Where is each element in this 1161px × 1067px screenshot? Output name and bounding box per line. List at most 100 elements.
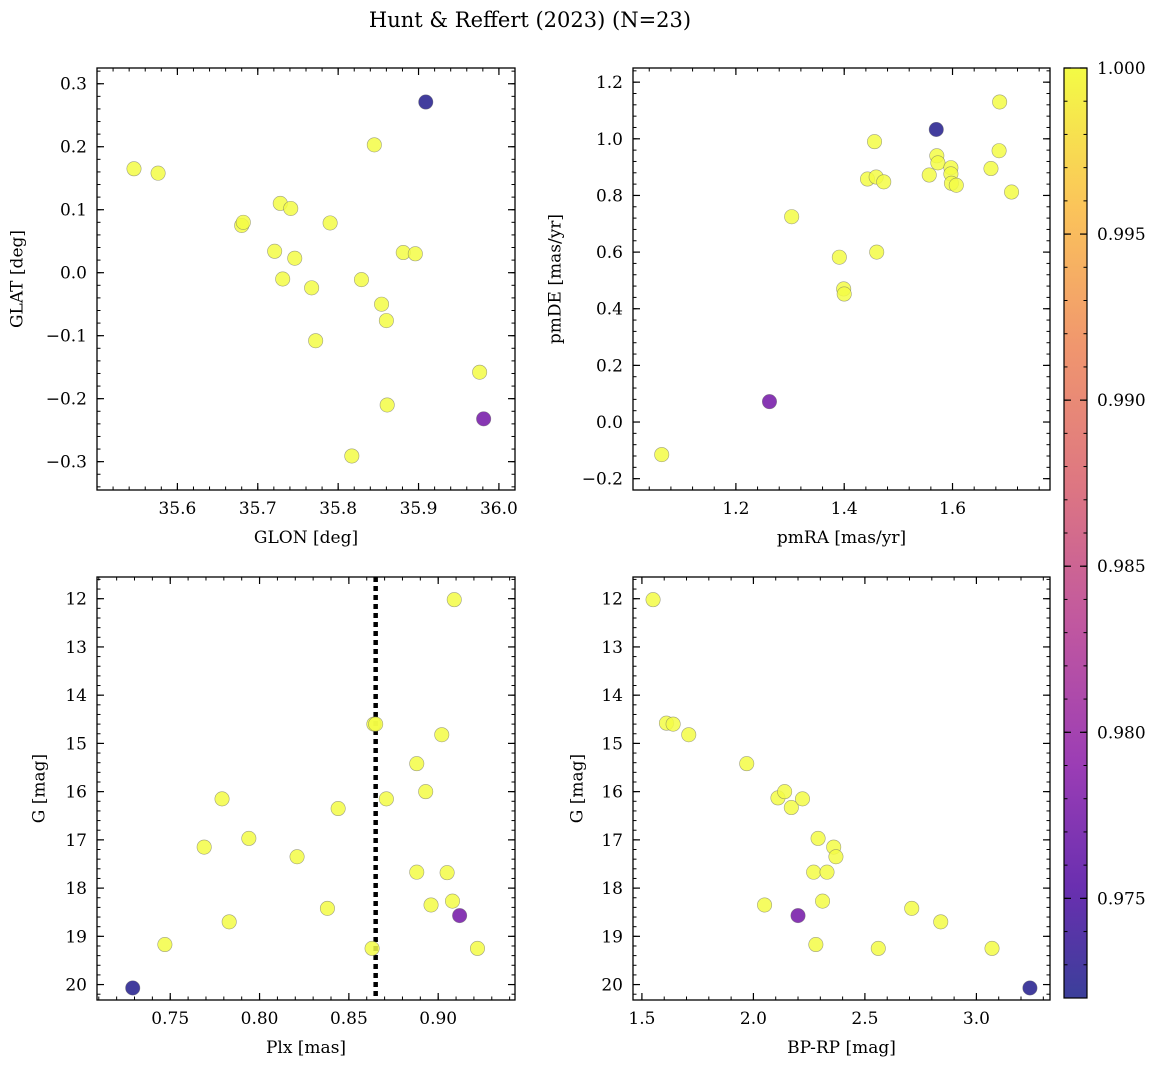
colorbar: 0.975 0.980 0.985 0.990 0.995 1.000 — [1063, 59, 1146, 999]
scatter-point — [289, 849, 305, 865]
y-tick-label: 20 — [601, 976, 623, 996]
scatter-point — [876, 174, 892, 190]
scatter-point — [125, 980, 141, 996]
y-tick-label: 0.6 — [596, 243, 623, 263]
y-axis-label: pmDE [mas/yr] — [546, 214, 566, 344]
y-tick-label: 14 — [65, 686, 87, 706]
scatter-point — [267, 243, 283, 259]
scatter-point — [275, 271, 291, 287]
scatter-point — [446, 592, 462, 608]
scatter-point — [476, 411, 492, 427]
scatter-point — [983, 161, 999, 177]
scatter-point — [739, 756, 755, 772]
axes-frame — [632, 576, 1051, 1001]
scatter-point — [783, 800, 799, 816]
scatter-point — [374, 296, 390, 312]
y-tick-label: 17 — [65, 831, 87, 851]
x-tick-label: 0.90 — [419, 1009, 457, 1029]
y-tick-label: 13 — [601, 638, 623, 658]
axes-frame — [632, 67, 1051, 491]
axes-frame — [96, 576, 516, 1001]
scatter-point — [241, 830, 257, 846]
scatter-point — [409, 864, 425, 880]
x-tick-label: 35.9 — [400, 499, 438, 519]
y-tick-label: 13 — [65, 638, 87, 658]
y-tick-label: −0.2 — [46, 390, 87, 410]
x-tick-label: 35.6 — [158, 499, 196, 519]
panel-bprp-g: 1.5 2.0 2.5 3.0 12 13 14 15 16 17 18 19 20 BP-RP [mag… — [568, 576, 1051, 1058]
y-tick-label: 19 — [65, 927, 87, 947]
x-axis-label: Plx [mas] — [266, 1038, 346, 1058]
x-axis-label: GLON [deg] — [254, 528, 358, 548]
scatter-point — [904, 900, 920, 916]
y-tick-label: 15 — [65, 734, 87, 754]
y-tick-label: 12 — [601, 590, 623, 610]
y-tick-label: 0.8 — [596, 186, 623, 206]
scatter-point — [418, 784, 434, 800]
x-tick-label: 0.85 — [330, 1009, 368, 1029]
panel-glon-glat: 35.6 35.7 35.8 35.9 36.0 −0.3 −0.2 −0.1 0.0 0.1 0.… — [8, 67, 518, 548]
y-axis-label: GLAT [deg] — [8, 230, 28, 328]
axes-frame — [96, 67, 516, 491]
x-axis-label: BP-RP [mag] — [787, 1038, 896, 1058]
scatter-point — [1004, 184, 1020, 200]
scatter-point — [794, 791, 810, 807]
y-tick-label: 15 — [601, 734, 623, 754]
scatter-point — [330, 801, 346, 817]
scatter-point — [368, 716, 384, 732]
panel-plx-g: 0.75 0.80 0.85 0.90 12 13 14 15 16 17 18 19 20 Plx [m… — [30, 576, 516, 1058]
panel-pmra-pmde: 1.2 1.4 1.6 −0.2 0.0 0.2 0.4 0.6 0.8 1.0 1.2 pmRA [… — [546, 67, 1051, 548]
scatter-point — [806, 864, 822, 880]
scatter-point — [378, 313, 394, 329]
scatter-point — [867, 134, 883, 150]
colorbar-tick-label: 1.000 — [1097, 59, 1146, 79]
scatter-point — [819, 864, 835, 880]
scatter-point — [928, 121, 944, 137]
scatter-point — [828, 849, 844, 865]
colorbar-tick-label: 0.995 — [1097, 225, 1146, 245]
scatter-point — [379, 397, 395, 413]
x-tick-label: 2.0 — [740, 1009, 767, 1029]
y-tick-label: 14 — [601, 686, 623, 706]
y-tick-label: 16 — [601, 783, 623, 803]
x-tick-label: 1.6 — [939, 499, 966, 519]
scatter-point — [921, 167, 937, 183]
x-tick-label: 3.0 — [963, 1009, 990, 1029]
y-tick-label: 18 — [601, 879, 623, 899]
scatter-point — [933, 914, 949, 930]
scatter-point — [353, 272, 369, 288]
scatter-point — [407, 246, 423, 262]
y-tick-label: 0.2 — [596, 356, 623, 376]
scatter-point — [761, 394, 777, 410]
scatter-point — [452, 908, 468, 924]
y-tick-label: 16 — [65, 783, 87, 803]
scatter-point — [439, 865, 455, 881]
scatter-point — [444, 893, 460, 909]
scatter-point — [870, 940, 886, 956]
scatter-point — [423, 897, 439, 913]
scatter-point — [665, 716, 681, 732]
y-tick-label: 0.4 — [596, 300, 623, 320]
scatter-point — [196, 839, 212, 855]
scatter-point — [948, 177, 964, 193]
scatter-point — [1022, 980, 1038, 996]
scatter-point — [831, 249, 847, 265]
scatter-point — [214, 791, 230, 807]
scatter-point — [810, 830, 826, 846]
scatter-point — [836, 286, 852, 302]
x-axis-label: pmRA [mas/yr] — [777, 528, 906, 548]
scatter-point — [235, 214, 251, 230]
scatter-point — [808, 937, 824, 953]
y-axis-label: G [mag] — [30, 754, 50, 823]
scatter-point — [308, 333, 324, 349]
scatter-point — [319, 900, 335, 916]
y-tick-label: 0.0 — [60, 264, 87, 284]
scatter-point — [221, 914, 237, 930]
scatter-point — [364, 940, 380, 956]
x-tick-label: 1.2 — [722, 499, 749, 519]
y-tick-label: 0.3 — [60, 75, 87, 95]
scatter-point — [790, 908, 806, 924]
y-tick-label: 18 — [65, 879, 87, 899]
x-tick-label: 2.5 — [851, 1009, 878, 1029]
